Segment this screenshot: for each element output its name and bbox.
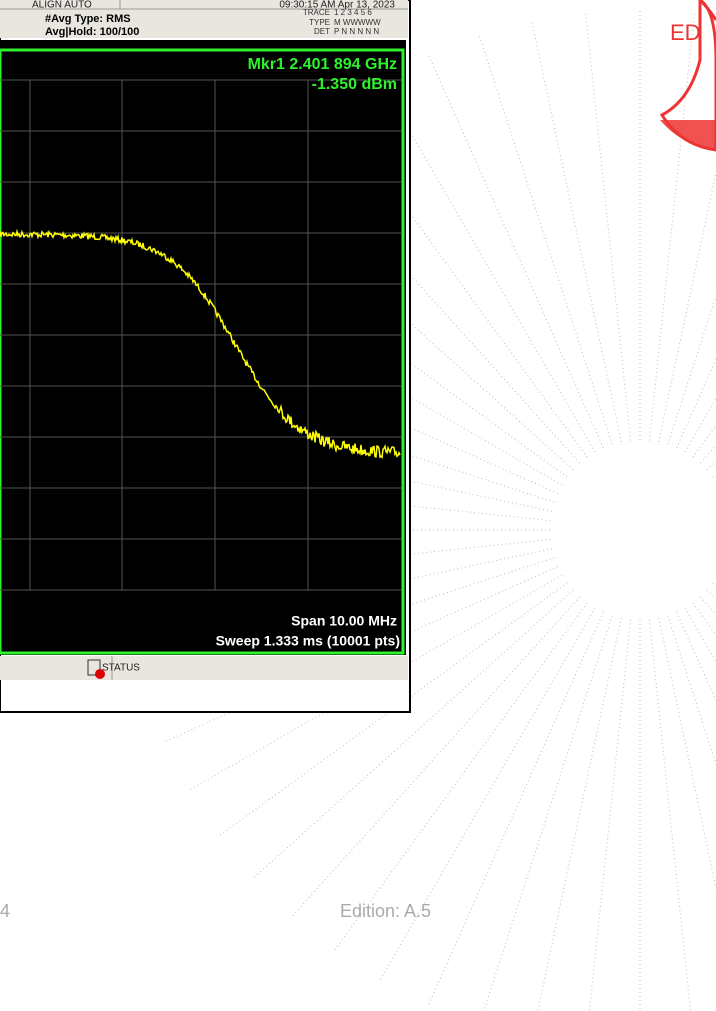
- ray: [537, 617, 622, 1011]
- ray: [658, 170, 716, 443]
- grid: [0, 79, 402, 591]
- sweep: Sweep 1.333 ms (10001 pts): [216, 633, 400, 649]
- stamp-text: ED: [670, 20, 701, 45]
- edition: Edition: A.5: [340, 901, 431, 921]
- det-label: DET: [314, 27, 330, 36]
- type-label: TYPE: [309, 18, 330, 27]
- ray: [692, 602, 716, 636]
- span: Span 10.00 MHz: [291, 613, 397, 629]
- marker-frequency: Mkr1 2.401 894 GHz: [248, 56, 397, 73]
- display-border: [0, 48, 405, 655]
- ray: [648, 619, 692, 1011]
- det-values: P N N N N N: [334, 27, 379, 36]
- ray: [676, 612, 716, 702]
- ray: [585, 12, 632, 441]
- ray: [428, 612, 604, 1006]
- ray: [676, 358, 716, 448]
- ray: [684, 607, 716, 663]
- avg-type: #Avg Type: RMS: [45, 13, 131, 25]
- ray: [667, 615, 716, 766]
- ray: [478, 35, 613, 445]
- ray: [428, 54, 604, 448]
- status-label: STATUS: [102, 663, 140, 674]
- timestamp: 09:30:15 AM Apr 13, 2023: [279, 0, 395, 11]
- ray: [648, 12, 695, 441]
- ray: [706, 460, 716, 471]
- ray: [531, 21, 622, 443]
- stamp-arc: [660, 120, 716, 150]
- header-bar: [0, 0, 408, 38]
- ray: [483, 615, 613, 1011]
- ray: [706, 589, 716, 600]
- ray: [588, 619, 632, 1011]
- ray: [692, 424, 716, 458]
- stamp-edge: [659, 0, 716, 152]
- trace-label: TRACE: [303, 8, 330, 17]
- status-bar: [0, 656, 408, 680]
- status-icon: [95, 669, 105, 679]
- ray: [667, 294, 716, 445]
- marker-level: -1.350 dBm: [312, 76, 397, 93]
- stamp: ED: [659, 0, 716, 152]
- ray: [379, 607, 596, 981]
- status-icon: [87, 659, 101, 676]
- type-values: M WWWWW: [334, 18, 381, 27]
- display: [0, 40, 406, 655]
- align-mode: ALIGN AUTO: [32, 0, 92, 11]
- page-number: 4: [0, 901, 10, 921]
- trace: [0, 228, 401, 460]
- trace-numbers: 1 2 3 4 5 6: [334, 8, 372, 17]
- ray: [379, 79, 596, 453]
- avg-hold: Avg|Hold: 100/100: [45, 26, 139, 38]
